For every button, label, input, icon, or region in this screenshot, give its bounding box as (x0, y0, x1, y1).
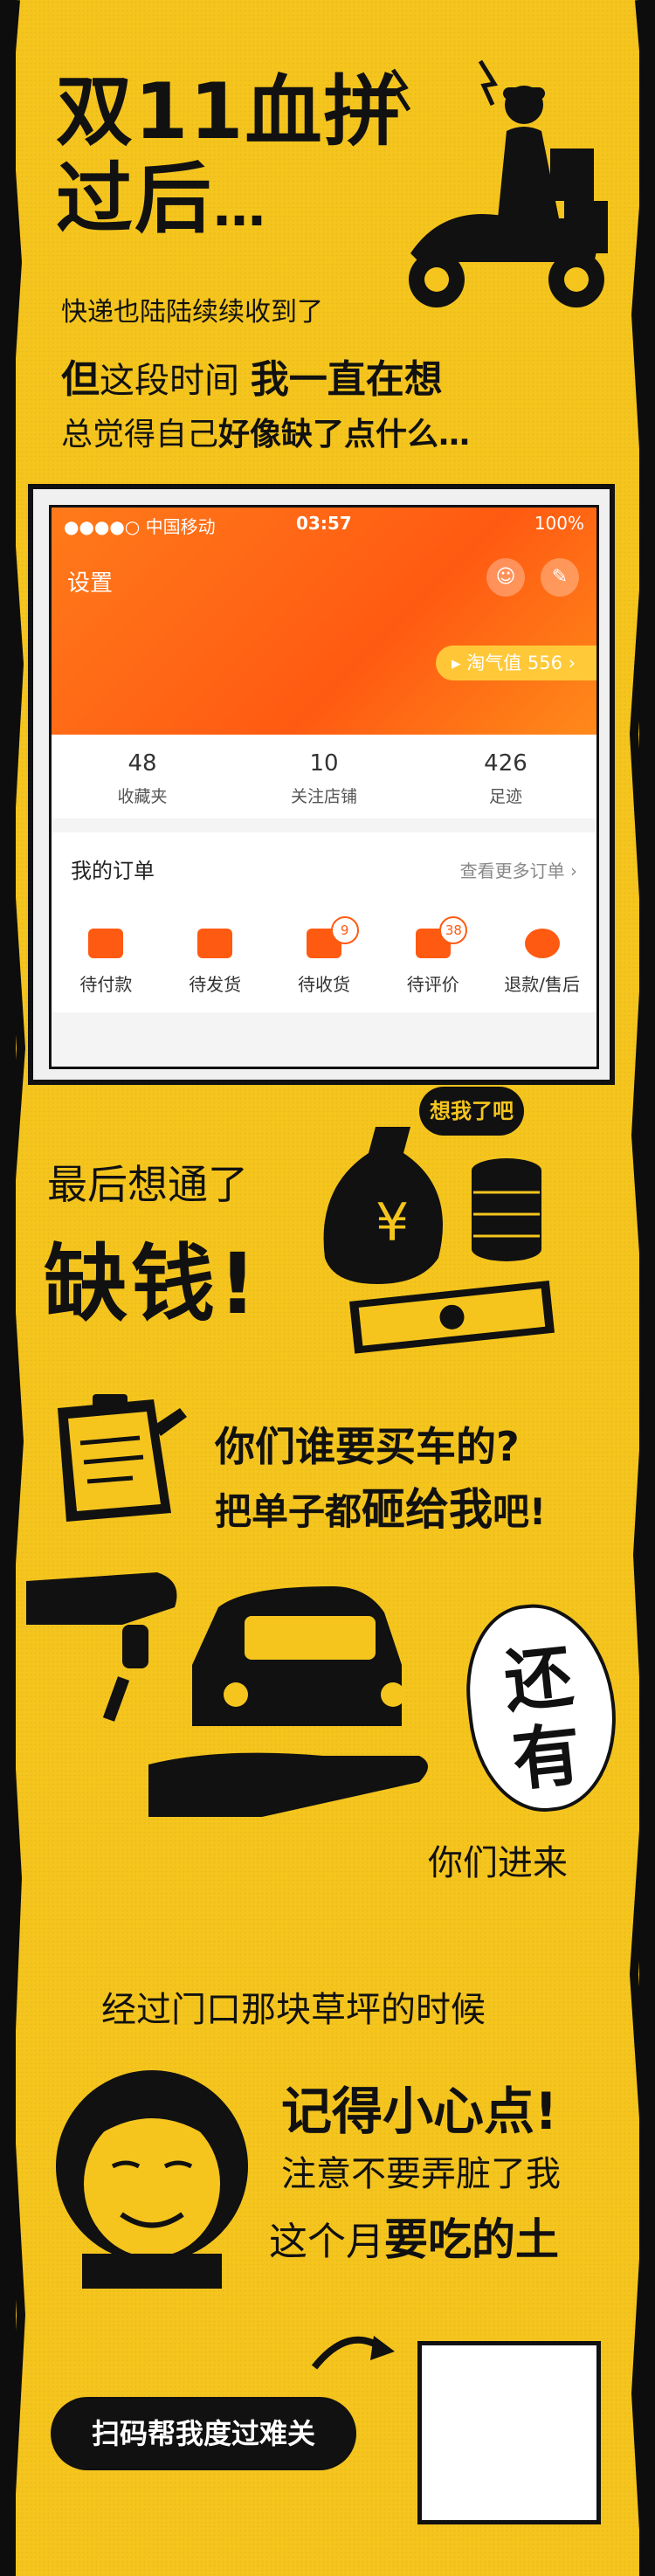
orders-row: 待付款 待发货 9 待收货 38 待评价 退款/售后 (52, 899, 596, 1012)
avatar-icon[interactable]: ☺ (486, 558, 525, 597)
svg-text:¥: ¥ (376, 1192, 409, 1253)
stat-footprints[interactable]: 426 足迹 (415, 735, 596, 818)
wallet-icon (88, 929, 124, 958)
hero-line-thinking-lead: 但 (61, 357, 100, 402)
hero-title: 双11血拼 过后… (56, 68, 402, 252)
hero-line-thinking-bold: 我一直在想 (250, 357, 443, 402)
order-pending-receipt[interactable]: 9 待收货 (270, 899, 379, 1012)
package-icon (197, 929, 233, 958)
orders-header: 我的订单 查看更多订单 › (52, 832, 596, 900)
money-bag-illustration: ¥ (323, 1127, 555, 1354)
order-count-badge: 9 (330, 916, 359, 944)
taoqi-value-label: 淘气值 556 (466, 653, 562, 673)
car-line1: 你们谁要买车的? (215, 1423, 520, 1470)
speech-bubble: 想我了吧 (419, 1087, 524, 1136)
qr-code-placeholder[interactable] (417, 2341, 601, 2524)
order-pending-payment[interactable]: 待付款 (52, 899, 161, 1012)
refund-icon (524, 929, 560, 958)
stat-label: 关注店铺 (290, 787, 357, 806)
car-line2: 把单子都砸给我吧! (215, 1474, 546, 1537)
car-line2-b: 砸给我 (362, 1484, 493, 1535)
hero-line-thinking: 但这段时间 我一直在想 (61, 348, 443, 404)
be-careful-text: 记得小心点! (281, 2082, 558, 2141)
order-label: 待评价 (406, 974, 459, 995)
clipboard-pen-icon (58, 1394, 187, 1522)
courier-scooter-illustration (390, 59, 608, 307)
stat-followed-shops[interactable]: 10 关注店铺 (233, 735, 415, 818)
view-more-orders-label: 查看更多订单 (459, 860, 565, 881)
status-carrier: ●●●●○ 中国移动 (64, 516, 216, 537)
stat-num: 10 (309, 750, 339, 777)
hero-title-line1: 双11血拼 (56, 66, 403, 156)
stat-num: 426 (484, 750, 527, 777)
stat-label: 足迹 (488, 787, 522, 806)
taoqi-value-badge[interactable]: ▸ 淘气值 556 › (436, 646, 596, 680)
order-label: 退款/售后 (504, 974, 580, 995)
hero-title-line2: 过后 (56, 154, 214, 244)
stat-num: 48 (128, 750, 157, 777)
car-line2-a: 把单子都 (215, 1490, 362, 1533)
torn-edge-right (629, 0, 655, 2576)
scan-qr-button[interactable]: 扫码帮我度过难关 (51, 2397, 356, 2470)
car-line2-c: 吧! (493, 1490, 547, 1533)
phone-screenshot-frame: ●●●●○ 中国移动 03:57 100% 设置 ☺ ✎ ▸ 淘气值 556 ›… (28, 484, 615, 1085)
hero-line-missing-normal: 总觉得自己 (61, 417, 219, 452)
eat-dirt-text: 这个月要吃的土 (269, 2205, 559, 2268)
eat-dirt-text-b: 要吃的土 (384, 2214, 559, 2265)
stat-favorites[interactable]: 48 收藏夹 (52, 735, 233, 818)
also-bubble: 还 有 (458, 1596, 625, 1820)
hero-line-missing-bold: 好像缺了点什么… (218, 417, 471, 452)
curved-arrow-icon (311, 2336, 395, 2370)
stats-row: 48 收藏夹 10 关注店铺 426 足迹 (52, 735, 596, 818)
hero-line-missing: 总觉得自己好像缺了点什么… (61, 409, 470, 454)
order-count-badge: 38 (439, 916, 468, 944)
hero-line-express: 快递也陆陆续续收到了 (61, 297, 323, 328)
hero-line-thinking-mid: 这段时间 (100, 361, 251, 401)
hand-car-keys-illustration (26, 1572, 428, 1817)
taobao-app-screen: ●●●●○ 中国移动 03:57 100% 设置 ☺ ✎ ▸ 淘气值 556 ›… (49, 505, 599, 1069)
money-line2: 缺钱! (44, 1235, 260, 1333)
settings-button[interactable]: 设置 (67, 570, 114, 597)
dont-dirty-text: 注意不要弄脏了我 (281, 2154, 561, 2194)
orders-title: 我的订单 (71, 859, 155, 883)
order-label: 待付款 (79, 974, 133, 995)
lawn-line: 经过门口那块草坪的时候 (101, 1990, 486, 2030)
also-char2: 有 (508, 1715, 585, 1801)
order-label: 待收货 (297, 974, 350, 995)
meme-face-illustration (56, 2070, 248, 2289)
come-in-text: 你们进来 (428, 1843, 568, 1883)
order-refund[interactable]: 退款/售后 (487, 899, 596, 1012)
money-line1: 最后想通了 (47, 1161, 248, 1208)
order-pending-review[interactable]: 38 待评价 (378, 899, 487, 1012)
status-battery: 100% (534, 513, 584, 534)
view-more-orders-link[interactable]: 查看更多订单 › (459, 860, 577, 881)
torn-edge-left (0, 0, 26, 2576)
order-pending-shipment[interactable]: 待发货 (161, 899, 270, 1012)
eat-dirt-text-a: 这个月 (269, 2220, 384, 2264)
hero-title-dots: … (213, 177, 272, 238)
status-time: 03:57 (296, 513, 352, 534)
stat-label: 收藏夹 (117, 787, 168, 806)
status-bar: ●●●●○ 中国移动 03:57 100% (52, 508, 596, 539)
app-header: ●●●●○ 中国移动 03:57 100% 设置 ☺ ✎ ▸ 淘气值 556 › (52, 508, 596, 735)
order-label: 待发货 (189, 974, 242, 995)
skin-icon[interactable]: ✎ (541, 558, 579, 597)
